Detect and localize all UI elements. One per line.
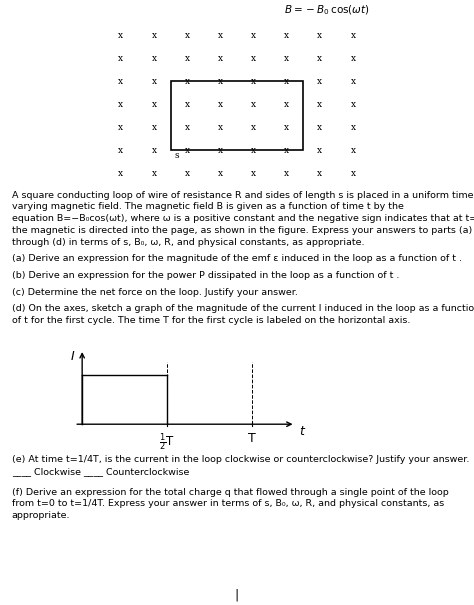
- Text: x: x: [351, 54, 356, 63]
- Text: x: x: [251, 123, 256, 132]
- Text: s: s: [174, 151, 179, 160]
- Text: x: x: [218, 54, 223, 63]
- Text: x: x: [218, 169, 223, 178]
- Text: x: x: [251, 31, 256, 40]
- Text: x: x: [118, 77, 123, 86]
- Text: x: x: [218, 123, 223, 132]
- Text: x: x: [118, 169, 123, 178]
- Text: x: x: [152, 77, 156, 86]
- Text: x: x: [152, 100, 156, 109]
- Text: x: x: [152, 169, 156, 178]
- Text: equation B=−B₀cos(ωt), where ω is a positive constant and the negative sign indi: equation B=−B₀cos(ωt), where ω is a posi…: [12, 214, 474, 223]
- Text: x: x: [318, 100, 322, 109]
- Text: x: x: [251, 100, 256, 109]
- Text: (d) On the axes, sketch a graph of the magnitude of the current I induced in the: (d) On the axes, sketch a graph of the m…: [12, 304, 474, 313]
- Text: x: x: [185, 146, 190, 155]
- Text: x: x: [351, 31, 356, 40]
- Bar: [171, 82, 303, 150]
- Text: (c) Determine the net force on the loop. Justify your answer.: (c) Determine the net force on the loop.…: [12, 287, 298, 296]
- Text: x: x: [118, 100, 123, 109]
- Text: x: x: [284, 54, 289, 63]
- Text: x: x: [118, 31, 123, 40]
- Text: x: x: [185, 31, 190, 40]
- Text: x: x: [251, 146, 256, 155]
- Text: x: x: [351, 123, 356, 132]
- Text: x: x: [318, 54, 322, 63]
- Text: x: x: [152, 31, 156, 40]
- Text: x: x: [284, 169, 289, 178]
- Text: x: x: [152, 54, 156, 63]
- Text: x: x: [152, 123, 156, 132]
- Text: x: x: [251, 54, 256, 63]
- Text: x: x: [284, 77, 289, 86]
- Text: $\frac{1}{2}$T: $\frac{1}{2}$T: [159, 432, 175, 453]
- Text: T: T: [248, 432, 256, 445]
- Text: through (d) in terms of s, B₀, ω, R, and physical constants, as appropriate.: through (d) in terms of s, B₀, ω, R, and…: [12, 238, 365, 247]
- Text: (b) Derive an expression for the power P dissipated in the loop as a function of: (b) Derive an expression for the power P…: [12, 271, 399, 280]
- Text: x: x: [318, 31, 322, 40]
- Text: A square conducting loop of wire of resistance R and sides of length s is placed: A square conducting loop of wire of resi…: [12, 191, 474, 200]
- Text: x: x: [118, 54, 123, 63]
- Text: x: x: [318, 77, 322, 86]
- Text: appropriate.: appropriate.: [12, 511, 70, 520]
- Text: x: x: [218, 100, 223, 109]
- Text: x: x: [152, 146, 156, 155]
- Text: x: x: [118, 146, 123, 155]
- Text: x: x: [284, 146, 289, 155]
- Text: varying magnetic field. The magnetic field B is given as a function of time t by: varying magnetic field. The magnetic fie…: [12, 202, 404, 211]
- Text: x: x: [218, 146, 223, 155]
- Text: x: x: [318, 169, 322, 178]
- Text: x: x: [351, 100, 356, 109]
- Text: ____ Clockwise ____ Counterclockwise: ____ Clockwise ____ Counterclockwise: [12, 466, 189, 476]
- Text: x: x: [185, 169, 190, 178]
- Text: x: x: [185, 123, 190, 132]
- Text: x: x: [251, 169, 256, 178]
- Text: x: x: [251, 77, 256, 86]
- Text: x: x: [185, 54, 190, 63]
- Text: x: x: [351, 146, 356, 155]
- Text: the magnetic is directed into the page, as shown in the figure. Express your ans: the magnetic is directed into the page, …: [12, 226, 472, 235]
- Text: from t=0 to t=1/4T. Express your answer in terms of s, B₀, ω, R, and physical co: from t=0 to t=1/4T. Express your answer …: [12, 499, 444, 508]
- Text: x: x: [284, 100, 289, 109]
- Text: (f) Derive an expression for the total charge q that flowed through a single poi: (f) Derive an expression for the total c…: [12, 488, 448, 497]
- Text: x: x: [284, 31, 289, 40]
- Text: x: x: [351, 77, 356, 86]
- Text: I: I: [71, 350, 74, 364]
- Text: x: x: [218, 31, 223, 40]
- Text: (e) At time t=1/4T, is the current in the loop clockwise or counterclockwise? Ju: (e) At time t=1/4T, is the current in th…: [12, 455, 469, 464]
- Text: t: t: [300, 425, 304, 439]
- Text: (a) Derive an expression for the magnitude of the emf ε induced in the loop as a: (a) Derive an expression for the magnitu…: [12, 254, 462, 263]
- Text: x: x: [185, 77, 190, 86]
- Text: x: x: [318, 146, 322, 155]
- Text: $B = -B_0\,\cos(\omega t)$: $B = -B_0\,\cos(\omega t)$: [284, 4, 370, 18]
- Text: of t for the first cycle. The time T for the first cycle is labeled on the horiz: of t for the first cycle. The time T for…: [12, 316, 410, 325]
- Text: x: x: [118, 123, 123, 132]
- Text: x: x: [218, 77, 223, 86]
- Text: |: |: [235, 589, 239, 602]
- Text: x: x: [185, 100, 190, 109]
- Text: x: x: [351, 169, 356, 178]
- Text: x: x: [284, 123, 289, 132]
- Text: x: x: [318, 123, 322, 132]
